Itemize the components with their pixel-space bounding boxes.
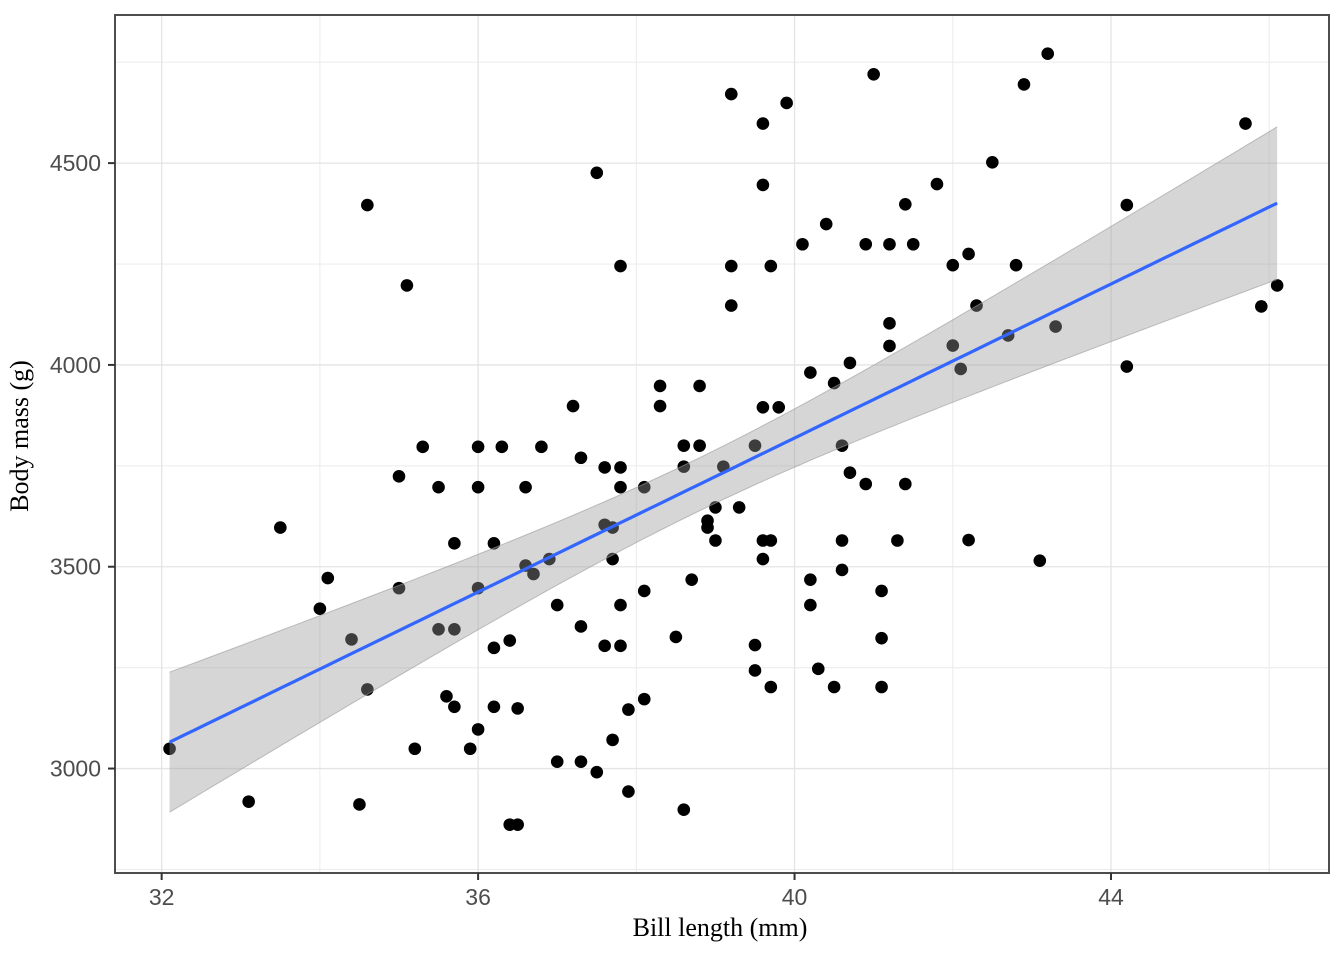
svg-text:36: 36 bbox=[465, 884, 491, 910]
svg-text:4500: 4500 bbox=[50, 150, 101, 176]
svg-text:4000: 4000 bbox=[50, 352, 101, 378]
svg-text:3000: 3000 bbox=[50, 756, 101, 782]
svg-text:44: 44 bbox=[1098, 884, 1124, 910]
svg-text:3500: 3500 bbox=[50, 554, 101, 580]
svg-text:32: 32 bbox=[149, 884, 175, 910]
svg-text:40: 40 bbox=[782, 884, 808, 910]
